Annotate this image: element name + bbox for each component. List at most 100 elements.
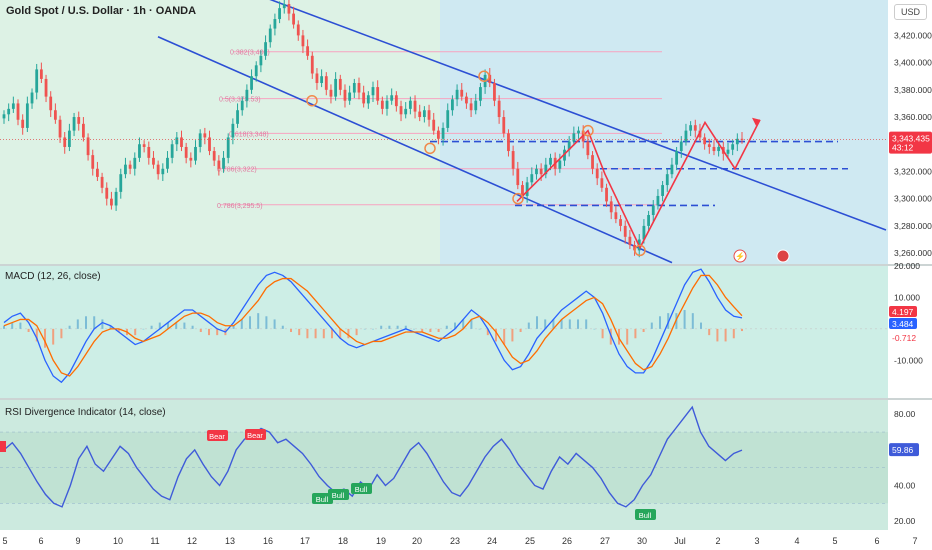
candle-body bbox=[282, 4, 286, 9]
candle-body bbox=[334, 78, 338, 97]
macd-histogram-bar bbox=[265, 316, 268, 329]
candle-body bbox=[731, 144, 735, 150]
macd-histogram-bar bbox=[478, 328, 481, 330]
macd-value-badge bbox=[889, 306, 917, 317]
price-axis-label: 3,300.000 bbox=[894, 194, 932, 204]
candle-body bbox=[212, 151, 216, 161]
macd-histogram-bar bbox=[11, 322, 14, 329]
candle-body bbox=[600, 178, 604, 188]
candle-body bbox=[39, 69, 43, 79]
macd-histogram-bar bbox=[495, 328, 497, 342]
candle-body bbox=[170, 144, 174, 158]
candle-body bbox=[427, 110, 431, 120]
candle-body bbox=[184, 146, 188, 158]
candle-body bbox=[670, 164, 674, 175]
time-axis-label: 19 bbox=[376, 536, 386, 546]
last-price-value: 3,343.435 bbox=[892, 134, 930, 144]
candle-body bbox=[11, 103, 15, 109]
macd-histogram-bar bbox=[134, 328, 137, 336]
candle-body bbox=[609, 201, 613, 213]
macd-histogram-bar bbox=[486, 328, 489, 336]
bear-signal-badge bbox=[245, 429, 266, 440]
candle-body bbox=[441, 127, 445, 139]
time-axis-label: 16 bbox=[263, 536, 273, 546]
macd-histogram-bar bbox=[560, 319, 563, 329]
macd-histogram-bar bbox=[249, 316, 251, 329]
macd-histogram-bar bbox=[650, 322, 653, 329]
chart-title: Gold Spot / U.S. Dollar · 1h · OANDA bbox=[6, 5, 197, 17]
time-axis-label: 5 bbox=[2, 536, 7, 546]
candle-body bbox=[362, 92, 366, 104]
candle-body bbox=[488, 74, 492, 84]
macd-histogram-bar bbox=[601, 328, 604, 339]
candle-body bbox=[96, 168, 99, 177]
currency-label[interactable]: USD bbox=[893, 4, 927, 20]
price-pane-shade bbox=[0, 0, 440, 264]
forecast-arrowhead bbox=[752, 117, 760, 126]
macd-histogram-bar bbox=[101, 319, 104, 329]
candle-body bbox=[432, 119, 436, 131]
candle-body bbox=[343, 89, 347, 101]
macd-histogram-bar bbox=[716, 328, 719, 342]
time-axis-label: 7 bbox=[912, 536, 917, 546]
candle-body bbox=[628, 236, 632, 245]
candle-body bbox=[595, 168, 599, 179]
candle-body bbox=[390, 95, 394, 101]
macd-histogram-bar bbox=[741, 328, 743, 332]
macd-histogram-bar bbox=[208, 328, 210, 336]
candle-body bbox=[161, 168, 165, 175]
macd-value-badge bbox=[889, 332, 917, 343]
candle-body bbox=[142, 144, 146, 147]
bull-signal-label: Bull bbox=[316, 495, 329, 504]
macd-histogram-bar bbox=[552, 319, 555, 329]
time-axis-label: 24 bbox=[487, 536, 497, 546]
macd-histogram-bar bbox=[331, 328, 333, 339]
bear-signal-label: Bear bbox=[209, 432, 225, 441]
pivot-marker bbox=[306, 94, 318, 107]
candle-body bbox=[245, 89, 249, 101]
time-axis-label: 17 bbox=[300, 536, 310, 546]
macd-histogram-bar bbox=[44, 328, 46, 348]
price-axis-label: 3,420.000 bbox=[894, 30, 932, 40]
price-axis-label: 3,260.000 bbox=[894, 248, 932, 258]
candle-body bbox=[474, 100, 478, 111]
candle-body bbox=[623, 225, 627, 237]
macd-histogram-bar bbox=[167, 322, 169, 329]
pivot-marker bbox=[424, 142, 436, 155]
candle-body bbox=[236, 110, 239, 124]
price-scale-background bbox=[888, 0, 932, 550]
macd-histogram-bar bbox=[683, 310, 686, 329]
rsi-line bbox=[3, 405, 743, 508]
forecast-path bbox=[516, 119, 761, 250]
candle-body bbox=[156, 164, 160, 175]
candle-body bbox=[679, 141, 683, 152]
candle-body bbox=[310, 55, 314, 74]
pivot-marker bbox=[582, 124, 594, 137]
macd-histogram-bar bbox=[568, 319, 571, 329]
candle-body bbox=[422, 110, 426, 118]
candle-body bbox=[493, 83, 496, 101]
candle-body bbox=[53, 110, 57, 120]
flash-event-glyph: ⚡ bbox=[735, 251, 745, 261]
fib-level-label: 0.382(3,408) bbox=[230, 50, 270, 57]
candle-body bbox=[661, 185, 664, 196]
candle-body bbox=[152, 157, 155, 165]
candle-body bbox=[194, 146, 197, 161]
candle-body bbox=[86, 137, 90, 156]
macd-histogram-bar bbox=[281, 325, 284, 329]
candle-body bbox=[315, 73, 319, 84]
macd-histogram-bar bbox=[659, 316, 661, 329]
macd-value: 4.197 bbox=[892, 307, 914, 317]
candle-body bbox=[525, 182, 529, 196]
macd-histogram-bar bbox=[544, 319, 547, 329]
candle-body bbox=[703, 137, 707, 145]
candle-body bbox=[49, 96, 53, 111]
price-axis-label: 3,380.000 bbox=[894, 85, 932, 95]
candle-body bbox=[549, 157, 552, 165]
candle-body bbox=[180, 137, 183, 147]
candle-body bbox=[577, 130, 580, 134]
candle-body bbox=[619, 219, 622, 226]
candle-body bbox=[357, 83, 361, 93]
macd-histogram-bar bbox=[626, 328, 629, 345]
